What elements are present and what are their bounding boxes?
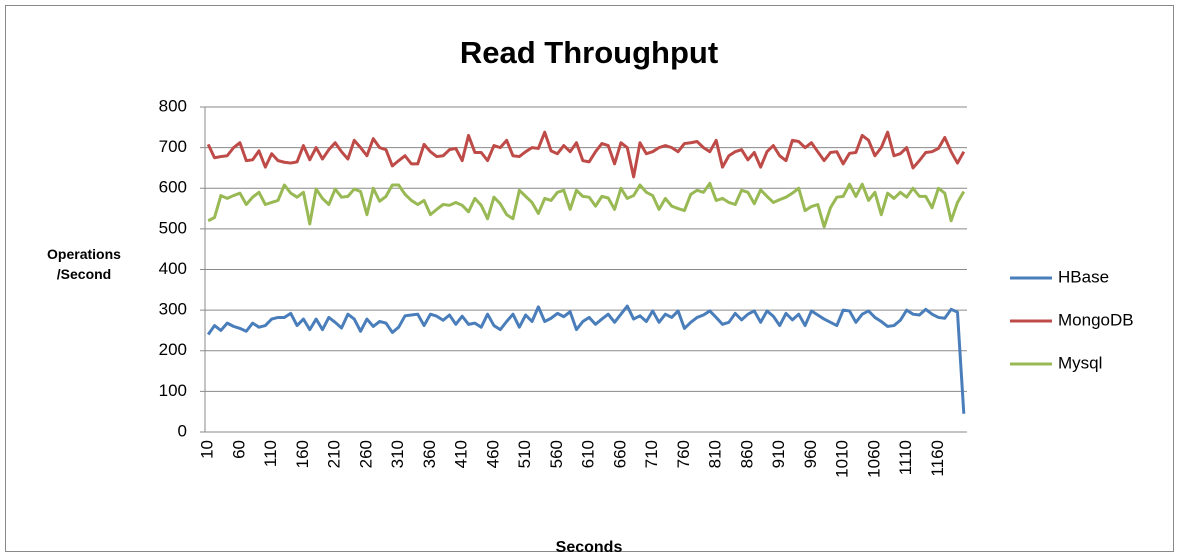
x-axis-label: Seconds xyxy=(556,539,623,556)
x-tick-label: 410 xyxy=(452,440,471,468)
legend-label: MongoDB xyxy=(1058,310,1134,329)
x-tick-label: 1110 xyxy=(896,440,915,475)
y-tick-label: 600 xyxy=(159,178,187,197)
data-line xyxy=(206,304,966,414)
x-tick-label: 960 xyxy=(801,440,820,468)
x-tick-label: 610 xyxy=(579,440,598,468)
x-tick-label: 560 xyxy=(547,440,566,468)
x-tick-label: 810 xyxy=(706,440,725,468)
x-tick-label: 110 xyxy=(261,440,280,467)
data-line xyxy=(207,181,966,229)
x-tick-label: 10 xyxy=(198,440,217,459)
y-tick-label: 500 xyxy=(159,218,187,237)
y-tick-label: 300 xyxy=(159,300,187,319)
y-tick-label: 700 xyxy=(159,137,187,156)
x-tick-label: 260 xyxy=(356,440,375,468)
legend-label: Mysql xyxy=(1058,353,1102,372)
y-axis-label: Operations /Second xyxy=(47,246,121,282)
y-tick-label: 0 xyxy=(178,421,187,440)
x-tick-label: 1010 xyxy=(833,440,852,478)
x-tick-label: 1160 xyxy=(928,440,947,477)
x-tick-label: 910 xyxy=(769,440,788,468)
x-tick-label: 510 xyxy=(515,440,534,468)
chart-frame xyxy=(5,5,1174,552)
chart-title: Read Throughput xyxy=(460,35,718,70)
y-tick-label: 200 xyxy=(159,340,187,359)
x-tick-label: 660 xyxy=(610,440,629,468)
legend-label: HBase xyxy=(1058,267,1109,286)
x-tick-label: 710 xyxy=(642,440,661,468)
x-tick-label: 360 xyxy=(420,440,439,468)
x-tick-label: 60 xyxy=(229,440,248,459)
x-tick-label: 310 xyxy=(388,440,407,468)
x-tick-label: 760 xyxy=(674,440,693,468)
data-line xyxy=(206,130,966,179)
y-tick-label: 800 xyxy=(159,96,187,115)
y-tick-label: 100 xyxy=(159,381,187,400)
x-tick-label: 860 xyxy=(737,440,756,468)
x-tick-label: 460 xyxy=(483,440,502,468)
x-tick-label: 210 xyxy=(325,440,344,468)
y-tick-label: 400 xyxy=(159,259,187,278)
x-tick-label: 1060 xyxy=(864,440,883,478)
x-tick-label: 160 xyxy=(293,440,312,468)
